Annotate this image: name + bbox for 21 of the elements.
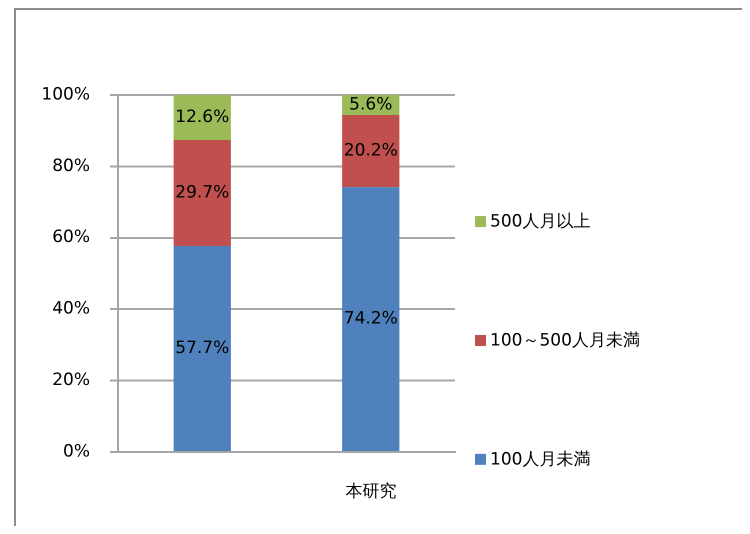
legend-label: 500人月以上	[490, 212, 590, 232]
y-tick-label: 0%	[63, 441, 90, 462]
data-label: 5.6%	[349, 94, 392, 114]
legend-label: 100～500人月未満	[490, 330, 640, 350]
bar	[174, 246, 231, 451]
data-label: 57.7%	[175, 338, 230, 358]
bar	[174, 95, 231, 140]
data-label: 12.6%	[175, 106, 230, 127]
data-label: 74.2%	[344, 308, 398, 328]
y-tick-label: 20%	[52, 370, 90, 390]
y-tick-label: 40%	[52, 298, 90, 319]
y-tick-label: 80%	[52, 156, 90, 176]
legend-label: 100人月未満	[490, 449, 590, 470]
data-label: 29.7%	[175, 182, 230, 202]
x-tick-label: 本研究	[345, 482, 396, 502]
bar	[342, 187, 400, 451]
y-tick-label: 100%	[41, 84, 90, 104]
data-label: 20.2%	[344, 140, 398, 160]
bar	[174, 140, 231, 246]
y-tick-label: 60%	[52, 227, 90, 248]
bar	[342, 114, 400, 188]
